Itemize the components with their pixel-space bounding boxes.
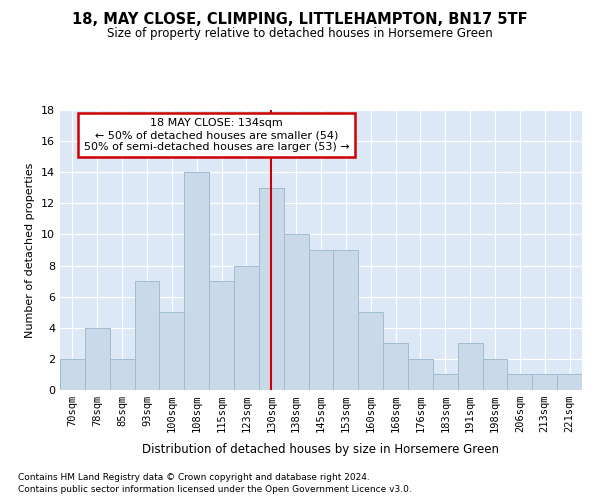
Bar <box>284 234 308 390</box>
Bar <box>358 312 383 390</box>
Bar <box>85 328 110 390</box>
Bar <box>532 374 557 390</box>
Bar <box>334 250 358 390</box>
Bar <box>557 374 582 390</box>
Bar <box>408 359 433 390</box>
Bar <box>433 374 458 390</box>
Text: Distribution of detached houses by size in Horsemere Green: Distribution of detached houses by size … <box>143 442 499 456</box>
Bar <box>482 359 508 390</box>
Bar <box>383 344 408 390</box>
Text: 18, MAY CLOSE, CLIMPING, LITTLEHAMPTON, BN17 5TF: 18, MAY CLOSE, CLIMPING, LITTLEHAMPTON, … <box>72 12 528 28</box>
Text: 18 MAY CLOSE: 134sqm
← 50% of detached houses are smaller (54)
50% of semi-detac: 18 MAY CLOSE: 134sqm ← 50% of detached h… <box>84 118 349 152</box>
Bar <box>458 344 482 390</box>
Bar <box>508 374 532 390</box>
Bar <box>259 188 284 390</box>
Y-axis label: Number of detached properties: Number of detached properties <box>25 162 35 338</box>
Bar <box>209 281 234 390</box>
Bar <box>234 266 259 390</box>
Text: Contains public sector information licensed under the Open Government Licence v3: Contains public sector information licen… <box>18 485 412 494</box>
Bar <box>160 312 184 390</box>
Text: Size of property relative to detached houses in Horsemere Green: Size of property relative to detached ho… <box>107 28 493 40</box>
Bar <box>60 359 85 390</box>
Bar <box>184 172 209 390</box>
Bar <box>308 250 334 390</box>
Text: Contains HM Land Registry data © Crown copyright and database right 2024.: Contains HM Land Registry data © Crown c… <box>18 472 370 482</box>
Bar <box>134 281 160 390</box>
Bar <box>110 359 134 390</box>
